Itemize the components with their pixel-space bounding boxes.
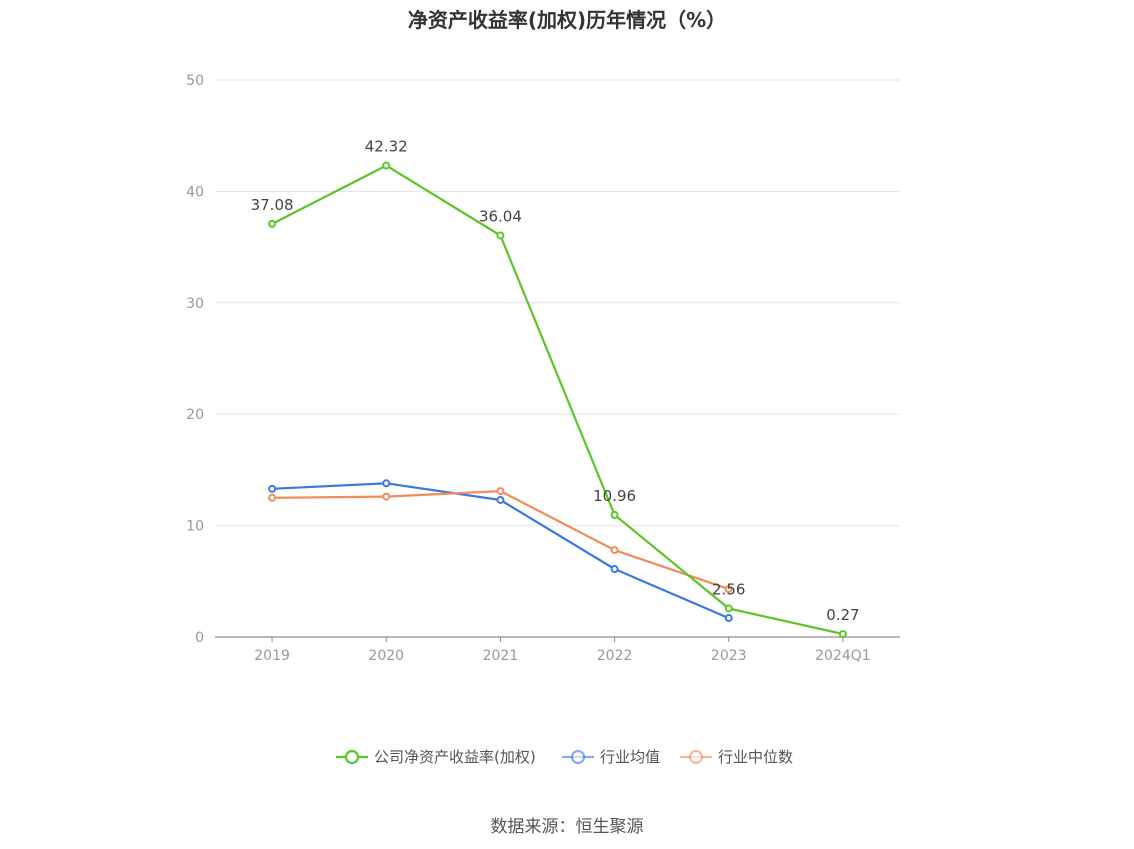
legend-label: 行业均值: [600, 748, 660, 766]
y-tick-label: 0: [195, 630, 204, 646]
x-tick-label: 2019: [254, 648, 290, 664]
data-label: 36.04: [479, 208, 522, 226]
data-point: [268, 493, 277, 502]
legend-label: 公司净资产收益率(加权): [374, 748, 536, 766]
data-point: [724, 585, 733, 594]
data-point: [382, 161, 391, 170]
data-point: [724, 604, 733, 613]
x-tick-label: 2020: [368, 648, 404, 664]
legend[interactable]: 公司净资产收益率(加权) 行业均值 行业中位数: [336, 748, 793, 766]
x-tick-label: 2021: [483, 648, 519, 664]
data-point: [838, 629, 847, 638]
legend-marker: [688, 749, 704, 765]
source-note: 数据来源：恒生聚源: [490, 817, 644, 837]
data-point: [496, 231, 505, 240]
x-tick-label: 2023: [711, 648, 747, 664]
data-point: [496, 495, 505, 504]
legend-item-1[interactable]: 行业均值: [562, 748, 660, 766]
legend-label: 行业中位数: [718, 748, 793, 766]
data-labels: 37.08 42.32 36.04 10.96 2.56 0.27: [251, 138, 860, 624]
legend-item-0[interactable]: 公司净资产收益率(加权): [336, 748, 536, 766]
data-point: [382, 492, 391, 501]
x-tick-label: 2022: [597, 648, 633, 664]
data-point: [610, 565, 619, 574]
y-tick-label: 30: [186, 296, 204, 312]
data-label: 0.27: [826, 606, 859, 624]
series-lines: [268, 161, 847, 638]
data-label: 37.08: [251, 196, 294, 214]
legend-marker: [344, 749, 360, 765]
legend-item-2[interactable]: 行业中位数: [680, 748, 793, 766]
grid-lines: [215, 79, 900, 527]
data-point: [724, 614, 733, 623]
series-line-0: [271, 164, 844, 636]
y-tick-label: 20: [186, 407, 204, 423]
y-tick-label: 40: [186, 184, 204, 200]
data-point: [610, 546, 619, 555]
y-tick-label: 10: [186, 519, 204, 535]
y-tick-label: 50: [186, 73, 204, 89]
data-point: [496, 487, 505, 496]
data-label: 42.32: [365, 138, 408, 156]
data-point: [610, 510, 619, 519]
chart-title: 净资产收益率(加权)历年情况（%）: [407, 8, 727, 32]
data-point: [268, 219, 277, 228]
x-tick-label: 2024Q1: [815, 648, 871, 664]
data-label: 10.96: [593, 487, 636, 505]
data-point: [382, 479, 391, 488]
data-label: 2.56: [712, 580, 745, 598]
series-line-2: [272, 490, 730, 591]
axes: 0 10 20 30 40 50 2019 2020 2021 2022 2023 2024Q1: [186, 73, 900, 664]
legend-marker: [570, 749, 586, 765]
data-point: [268, 484, 277, 493]
